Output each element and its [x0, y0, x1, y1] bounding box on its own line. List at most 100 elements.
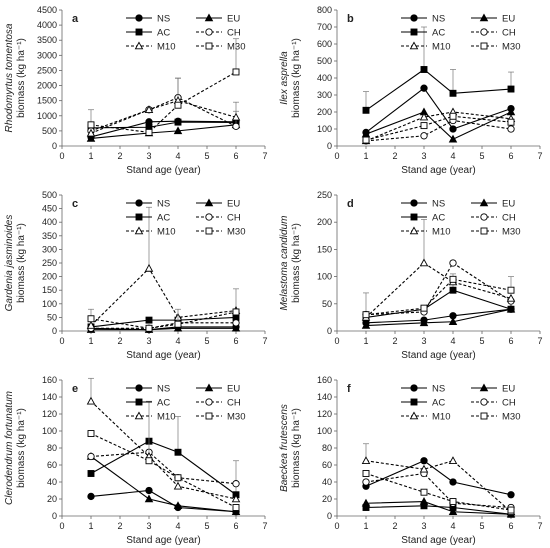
series-EU [86, 451, 241, 515]
legend-marker-M30 [205, 42, 213, 50]
x-axis-label: Stand age (year) [126, 165, 201, 176]
y-axis-label-species: Gardenia jasminoides [4, 215, 15, 312]
legend-marker-EU [204, 13, 214, 22]
y-axis-label-units: biomass (kg ha⁻¹) [291, 223, 302, 303]
data-point [173, 323, 183, 332]
x-tick-label: 4 [175, 151, 180, 161]
legend: NS EU AC CH M10 M30 [401, 198, 520, 238]
legend-label-CH: CH [502, 398, 516, 409]
data-point [419, 112, 429, 121]
legend-marker-M10 [134, 411, 144, 420]
x-tick-label: 6 [508, 336, 513, 346]
legend-label-CH: CH [502, 28, 516, 39]
series-line [90, 267, 237, 326]
y-tick-label: 4000 [37, 20, 57, 30]
y-tick-label: 250 [42, 258, 57, 268]
y-tick-label: 60 [47, 460, 57, 470]
legend-marker-EU [204, 383, 214, 392]
panel-letter: e [72, 383, 78, 395]
data-point [145, 316, 153, 324]
legend-label-AC: AC [432, 213, 445, 224]
y-axis-label-units: biomass (kg ha⁻¹) [16, 38, 27, 118]
series-line [90, 97, 237, 132]
x-tick-label: 2 [392, 336, 397, 346]
series-NS [362, 457, 515, 499]
series-line [365, 505, 512, 515]
y-tick-label: 400 [42, 217, 57, 227]
y-tick-label: 800 [317, 5, 332, 15]
series-line [90, 71, 237, 133]
y-tick-label: 150 [42, 285, 57, 295]
data-point [449, 89, 457, 97]
x-tick-label: 1 [88, 151, 93, 161]
legend-label-EU: EU [502, 14, 515, 25]
y-tick-label: 0 [52, 326, 57, 336]
x-tick-label: 4 [175, 336, 180, 346]
series-line [90, 316, 237, 328]
y-tick-label: 100 [42, 299, 57, 309]
series-line [365, 111, 512, 140]
y-axis-label-species: Baeckea frutescens [279, 404, 290, 492]
series-line [90, 433, 237, 508]
legend-marker-AC [135, 28, 143, 36]
x-tick-label: 2 [392, 521, 397, 531]
data-point [448, 134, 458, 143]
legend-label-M30: M30 [502, 42, 520, 53]
y-tick-label: 160 [42, 375, 57, 385]
data-point [506, 293, 516, 302]
x-tick-label: 2 [117, 151, 122, 161]
data-point [448, 317, 458, 326]
data-point [144, 105, 154, 113]
y-tick-label: 60 [322, 460, 332, 470]
data-point [144, 494, 154, 503]
x-tick-label: 3 [421, 521, 426, 531]
x-tick-label: 2 [117, 336, 122, 346]
x-tick-label: 7 [262, 151, 267, 161]
x-tick-label: 6 [233, 521, 238, 531]
y-axis-label-units: biomass (kg ha⁻¹) [16, 223, 27, 303]
legend: NS EU AC CH M10 M30 [126, 198, 245, 238]
data-point [232, 504, 240, 511]
series-line [90, 326, 236, 331]
panel-letter: f [347, 383, 351, 395]
x-tick-label: 4 [450, 521, 455, 531]
legend-label-M30: M30 [502, 412, 520, 423]
legend-marker-AC [135, 213, 143, 221]
legend-label-M10: M10 [432, 42, 450, 53]
series-M30 [362, 470, 515, 514]
y-tick-label: 150 [317, 244, 332, 254]
legend-marker-M30 [205, 227, 213, 235]
legend-marker-M30 [480, 42, 488, 50]
data-point [507, 506, 515, 514]
y-tick-label: 500 [317, 56, 332, 66]
data-point [232, 480, 240, 488]
legend: NS EU AC CH M10 M30 [126, 13, 245, 53]
y-tick-label: 20 [47, 494, 57, 504]
data-point [362, 136, 370, 144]
y-tick-label: 4500 [37, 5, 57, 15]
legend-label-NS: NS [157, 14, 170, 25]
series-line [365, 308, 512, 324]
y-axis-label-units: biomass (kg ha⁻¹) [16, 408, 27, 488]
x-tick-label: 5 [479, 521, 484, 531]
y-tick-label: 0 [327, 326, 332, 336]
y-tick-label: 0 [52, 141, 57, 151]
legend-marker-NS [135, 199, 143, 207]
data-point [145, 324, 153, 332]
x-tick-label: 0 [59, 336, 64, 346]
panel-letter: d [347, 198, 354, 210]
y-tick-label: 500 [42, 190, 57, 200]
x-tick-label: 7 [537, 521, 542, 531]
x-tick-label: 7 [262, 336, 267, 346]
y-tick-label: 80 [322, 443, 332, 453]
data-point [419, 464, 429, 473]
y-tick-label: 40 [47, 477, 57, 487]
legend-marker-AC [135, 398, 143, 406]
x-tick-label: 3 [421, 336, 426, 346]
data-point [174, 448, 182, 456]
data-point [420, 132, 428, 140]
legend-label-M30: M30 [227, 227, 245, 238]
legend-label-AC: AC [432, 28, 445, 39]
data-point [232, 308, 240, 316]
data-point [87, 121, 95, 129]
